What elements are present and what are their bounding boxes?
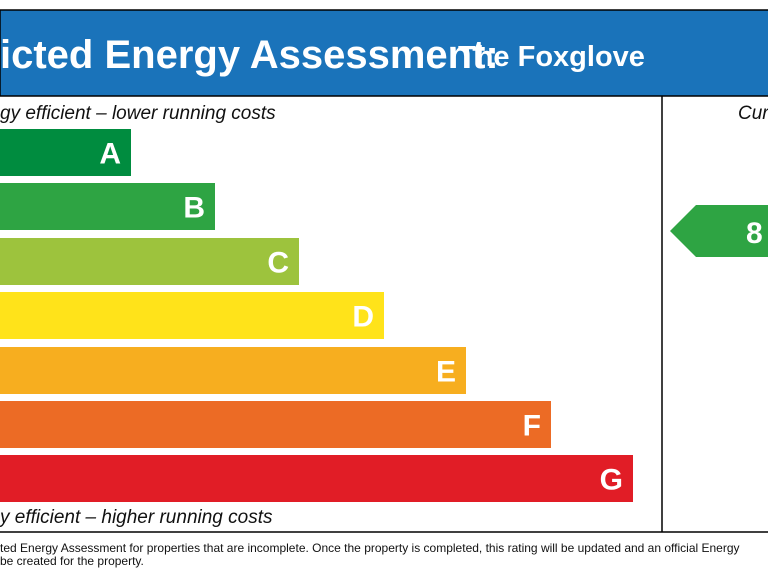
current-rating: 8 [746,217,763,250]
rating-band [0,347,466,394]
top-caption: gy efficient – lower running costs [0,103,276,124]
header-subtitle: The Foxglove [458,41,645,73]
rating-band [0,238,299,285]
band-letter: C [267,247,289,280]
current-arrow [670,205,768,257]
bottom-caption: y efficient – higher running costs [0,507,273,528]
band-letter: D [352,301,374,334]
band-letter: A [99,138,121,171]
band-letter: F [523,410,541,443]
band-letter: B [183,192,205,225]
current-heading: Cur [738,103,768,124]
header-bar [0,9,768,97]
rating-band [0,129,131,176]
band-letter: E [436,356,456,389]
footer-line: ted Energy Assessment for properties tha… [0,541,740,555]
rating-band [0,401,551,448]
footer-line: be created for the property. [0,554,144,568]
rating-band [0,183,215,230]
header-title: icted Energy Assessment: [0,33,499,77]
band-letter: G [600,464,623,497]
rating-band [0,455,633,502]
rating-band [0,292,384,339]
